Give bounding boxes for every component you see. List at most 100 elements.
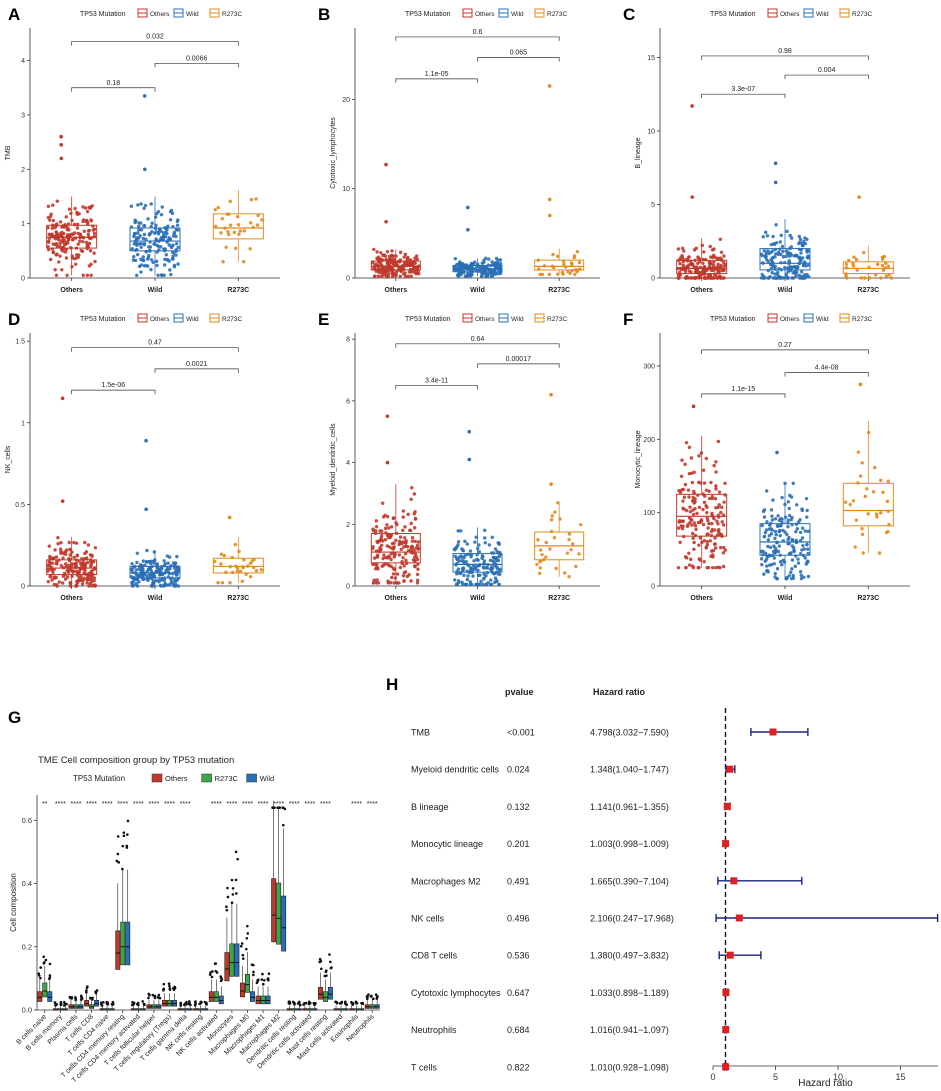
box-wild (249, 963, 255, 1002)
p-value-label: 0.004 (818, 67, 836, 74)
data-point (469, 582, 474, 587)
data-point (465, 569, 469, 573)
forest-row: TMB <0.001 4.798(3.032−7.590) (411, 728, 809, 738)
data-point (400, 264, 405, 268)
box-others (239, 942, 245, 998)
data-point (372, 578, 376, 582)
data-point (787, 513, 792, 518)
data-point (77, 212, 81, 216)
data-point (248, 247, 252, 251)
data-point (793, 564, 797, 569)
data-point (74, 558, 79, 562)
box-r273c (322, 969, 328, 1002)
data-point (681, 519, 685, 524)
outlier-point (185, 1000, 188, 1004)
significance-label: **** (226, 801, 237, 808)
outlier-point (690, 195, 694, 199)
y-tick-label: 3 (21, 112, 25, 119)
data-point (375, 539, 379, 544)
outlier-point (329, 966, 333, 970)
data-point (563, 571, 567, 575)
box-wild (129, 196, 181, 277)
data-point (82, 576, 86, 581)
data-point (233, 542, 238, 547)
box-r273c (213, 962, 219, 1002)
data-point (538, 272, 542, 277)
data-point (491, 551, 496, 555)
data-point (62, 243, 67, 247)
data-point (136, 203, 140, 207)
outlier-point (298, 1000, 301, 1004)
box-iqr (249, 991, 255, 1002)
outlier-point (183, 1003, 186, 1007)
data-point (374, 581, 379, 585)
outlier-point (157, 993, 161, 997)
bracket-line (71, 87, 156, 92)
data-point (695, 275, 699, 280)
data-point (254, 568, 259, 573)
data-point (146, 256, 150, 260)
data-point (67, 540, 71, 545)
data-point (161, 231, 166, 235)
comparison-bracket: 0.0021 (154, 361, 239, 373)
data-point (696, 255, 700, 259)
row-hazard-ratio: 1.141(0.961−1.355) (590, 802, 669, 812)
box-others (46, 196, 98, 277)
data-point (762, 515, 767, 519)
data-point (723, 548, 728, 552)
p-value-label: 0.18 (107, 80, 121, 87)
data-point (767, 251, 771, 256)
data-point (469, 272, 473, 276)
data-point (383, 537, 388, 542)
data-point (712, 263, 716, 268)
data-point (402, 545, 406, 549)
data-point (791, 481, 795, 486)
outlier-point (37, 972, 41, 975)
data-point (413, 516, 418, 521)
outlier-point (100, 1004, 104, 1007)
data-point (143, 563, 147, 568)
data-point (163, 257, 167, 262)
data-point (699, 451, 704, 455)
data-point (847, 258, 851, 263)
box-r273c (276, 806, 282, 945)
outlier-point (117, 861, 121, 864)
data-point (770, 518, 775, 522)
data-point (709, 266, 714, 270)
data-point (798, 256, 803, 261)
box-wild (156, 993, 162, 1009)
box-others (68, 995, 74, 1009)
data-point (136, 224, 141, 229)
data-point (372, 266, 376, 270)
data-point (715, 276, 719, 280)
data-point (807, 263, 811, 267)
data-point (46, 225, 50, 230)
box-iqr (224, 952, 230, 982)
forest-row: B lineage 0.132 1.141(0.961−1.355) (411, 802, 731, 812)
outlier-point (225, 905, 228, 908)
data-point (867, 265, 871, 270)
data-point (226, 232, 231, 237)
data-point (51, 218, 56, 223)
y-tick-label: 0 (651, 276, 655, 283)
data-point (466, 574, 470, 578)
data-point (87, 241, 92, 246)
data-point (150, 221, 154, 225)
data-point (401, 515, 405, 519)
data-point (244, 572, 248, 576)
data-point (556, 254, 560, 259)
box-others (37, 966, 43, 1002)
outlier-point (80, 995, 83, 999)
legend-item-wild: Wild (186, 316, 199, 323)
data-point (719, 510, 723, 515)
data-point (787, 574, 791, 578)
data-point (174, 228, 178, 232)
data-point (48, 214, 53, 219)
data-point (558, 517, 562, 521)
data-point (465, 542, 470, 546)
data-point (155, 250, 159, 254)
data-point (683, 482, 688, 487)
bracket-line (395, 36, 560, 41)
data-point (381, 258, 385, 262)
data-point (705, 565, 709, 570)
